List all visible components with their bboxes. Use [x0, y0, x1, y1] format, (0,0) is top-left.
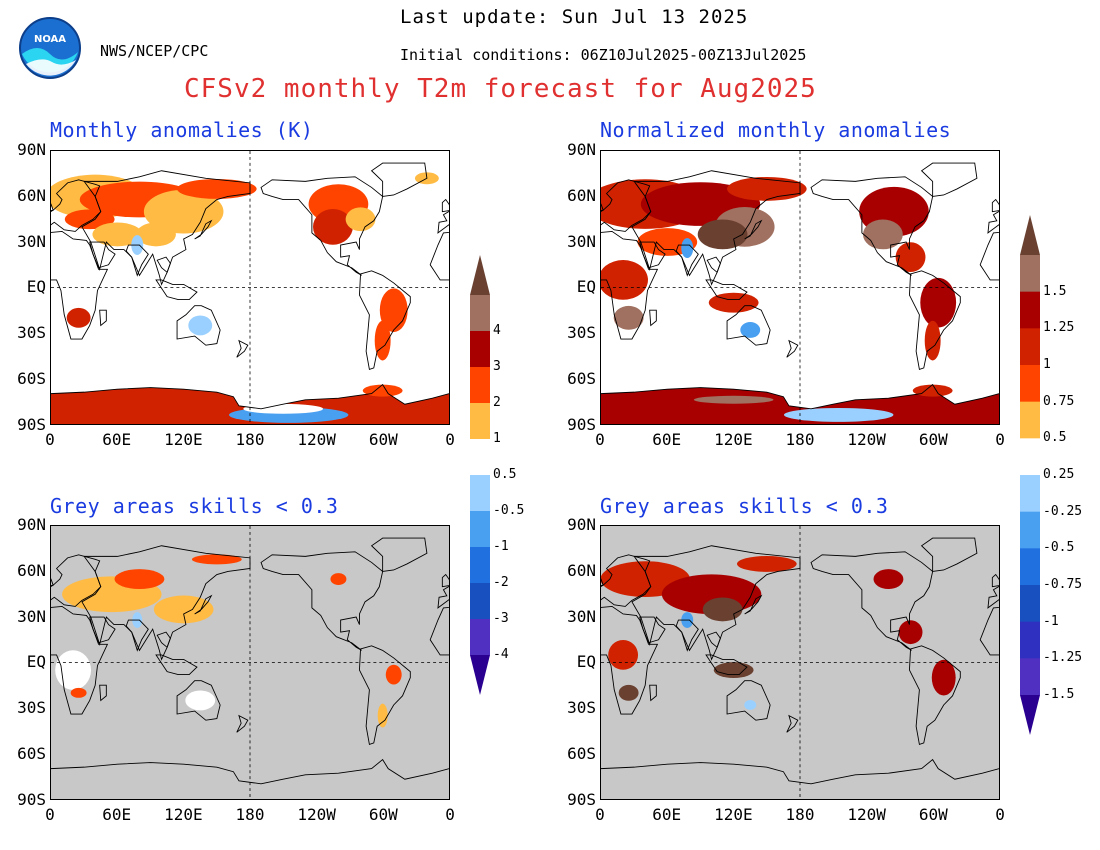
lon-tick-label: 0 [995, 805, 1005, 824]
lat-tick-label: 60S [567, 369, 596, 388]
noaa-logo: NOAA [18, 16, 82, 80]
map-normalized-anomalies [600, 150, 1000, 425]
panel-title-top-right: Normalized monthly anomalies [600, 118, 952, 142]
panel-title-bottom-right: Grey areas skills < 0.3 [600, 494, 889, 518]
colorbar-tick-label: 1 [1043, 357, 1051, 372]
lon-tick-label: 0 [995, 430, 1005, 449]
lon-tick-label: 120W [847, 805, 886, 824]
colorbar-tick-label: -2 [493, 575, 509, 590]
lon-tick-label: 60W [368, 430, 398, 449]
lat-tick-label: 60N [567, 185, 596, 205]
lon-tick-label: 180 [235, 805, 265, 824]
lat-tick-label: 90N [567, 140, 596, 159]
lon-tick-label: 180 [785, 805, 815, 824]
lat-tick-label: 60N [17, 560, 46, 580]
lat-tick-label: 60S [17, 369, 46, 388]
lat-tick-label: 30N [17, 606, 46, 626]
colorbar-kelvin [468, 255, 492, 699]
lat-tick-label: 90N [17, 140, 46, 159]
lon-tick-label: 0 [45, 805, 55, 824]
colorbar-tick-label: -1.25 [1043, 650, 1083, 666]
lat-tick-label: 90S [567, 414, 596, 434]
colorbar-tick-label: 0.5 [493, 467, 517, 482]
map-skill-masked-anomalies [50, 525, 450, 800]
lat-tick-label: 60S [17, 744, 46, 763]
lat-tick-label: EQ [26, 277, 46, 297]
colorbar-tick-label: -0.75 [1043, 577, 1083, 592]
colorbar-tick-label: 4 [493, 323, 501, 338]
lat-tick-label: EQ [26, 652, 46, 672]
lon-tick-label: 120E [714, 430, 753, 449]
colorbar-tick-label: -3 [493, 611, 509, 626]
colorbar-tick-label: -1 [493, 539, 509, 554]
lat-tick-label: 30S [567, 323, 596, 343]
colorbar-tick-label: -0.5 [493, 503, 525, 518]
lat-tick-label: EQ [576, 277, 596, 297]
lon-tick-label: 0 [45, 430, 55, 449]
colorbar-tick-label: -4 [493, 647, 509, 662]
lon-tick-label: 0 [595, 805, 605, 824]
colorbar-tick-label: 1.25 [1043, 320, 1075, 336]
lat-tick-label: 30S [567, 698, 596, 718]
lat-tick-label: 90N [567, 515, 596, 534]
colorbar-tick-label: 0.5 [1043, 430, 1067, 446]
map-skill-masked-normalized [600, 525, 1000, 800]
page-title: CFSv2 monthly T2m forecast for Aug2025 [184, 74, 817, 104]
lat-tick-label: 30S [17, 698, 46, 718]
lon-tick-label: 60E [652, 805, 682, 824]
lat-tick-label: 60N [17, 185, 46, 205]
panel-title-bottom-left: Grey areas skills < 0.3 [50, 494, 339, 518]
lat-tick-label: 60N [567, 560, 596, 580]
lon-tick-label: 60E [102, 430, 132, 449]
agency-label: NWS/NCEP/CPC [100, 42, 209, 60]
lon-tick-label: 60E [652, 430, 682, 449]
lon-tick-label: 60W [918, 430, 948, 449]
lon-tick-label: 120W [297, 805, 336, 824]
lon-tick-label: 0 [445, 430, 455, 449]
lat-tick-label: 30S [17, 323, 46, 343]
lat-tick-label: 30N [567, 606, 596, 626]
colorbar-tick-label: 3 [493, 359, 501, 374]
colorbar-tick-label: 0.25 [1043, 467, 1075, 482]
colorbar-tick-label: -1 [1043, 613, 1059, 629]
initial-conditions: Initial conditions: 06Z10Jul2025-00Z13Ju… [400, 46, 807, 64]
lon-tick-label: 0 [445, 805, 455, 824]
lon-tick-label: 180 [235, 430, 265, 449]
lon-tick-label: 120W [297, 430, 336, 449]
lat-tick-label: 90S [567, 789, 596, 809]
colorbar-tick-label: -0.25 [1043, 503, 1083, 519]
lon-tick-label: 0 [595, 430, 605, 449]
lon-tick-label: 60W [918, 805, 948, 824]
colorbar-tick-label: -0.5 [1043, 540, 1075, 556]
lat-tick-label: 30N [17, 231, 46, 251]
logo-lettering: NOAA [34, 34, 66, 45]
lon-tick-label: 60E [102, 805, 132, 824]
colorbar-normalized [1018, 215, 1042, 739]
lat-tick-label: 90N [17, 515, 46, 534]
colorbar-tick-label: 2 [493, 395, 501, 410]
lat-tick-label: 30N [567, 231, 596, 251]
lat-tick-label: 90S [17, 789, 46, 809]
lat-tick-label: EQ [576, 652, 596, 672]
lon-tick-label: 120E [164, 430, 203, 449]
colorbar-tick-label: 0.75 [1043, 393, 1075, 409]
lat-tick-label: 60S [567, 744, 596, 763]
last-update: Last update: Sun Jul 13 2025 [400, 6, 749, 28]
colorbar-tick-label: 1 [493, 431, 501, 446]
lon-tick-label: 60W [368, 805, 398, 824]
lon-tick-label: 120E [714, 805, 753, 824]
lon-tick-label: 180 [785, 430, 815, 449]
colorbar-tick-label: -1.5 [1043, 687, 1075, 702]
lon-tick-label: 120W [847, 430, 886, 449]
map-monthly-anomalies [50, 150, 450, 425]
lat-tick-label: 90S [17, 414, 46, 434]
panel-title-top-left: Monthly anomalies (K) [50, 118, 314, 142]
colorbar-tick-label: 1.5 [1043, 283, 1067, 299]
lon-tick-label: 120E [164, 805, 203, 824]
